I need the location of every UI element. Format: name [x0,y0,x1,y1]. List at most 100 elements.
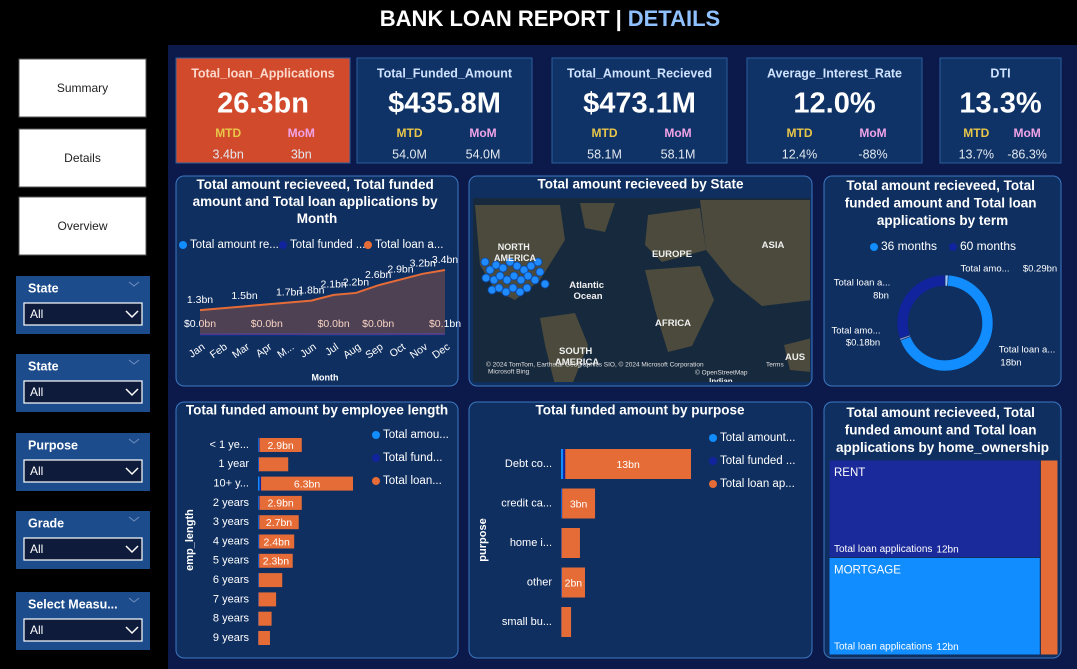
y-tick-label: 2 years [213,497,250,509]
map-label: ASIA [762,240,785,251]
kpi-mom-label: MoM [469,126,496,140]
y-tick-label: 1 year [218,458,249,470]
map-label: Atlantic Ocean [569,280,606,302]
bar [258,534,259,549]
bar [561,488,562,519]
map-bubble [533,257,543,267]
map-bubble [522,283,532,293]
filter-label: State [28,359,59,373]
filter-dropdown[interactable] [23,537,143,561]
legend-marker [709,480,717,488]
legend-label: Total loan ap... [720,478,795,490]
nav-button[interactable] [18,128,147,188]
bar [561,607,572,637]
y-tick-label: credit ca... [501,497,552,509]
nav-button-label[interactable]: Overview [57,219,107,233]
map: NORTH AMERICA EUROPE ASIA Atlantic Ocean AFR… [473,198,810,397]
kpi-value: $473.1M [583,88,696,120]
legend-label: 60 months [960,239,1016,253]
kpi-mom-label: MoM [664,126,691,140]
x-axis-label: Month [312,372,339,382]
kpi-mtd-value: 12.4% [782,147,817,161]
filter-value[interactable]: All [30,542,43,556]
slice-value: 8bn [873,291,889,302]
text-line: funded amount and Total loan [845,195,1041,210]
legend-label: 36 months [881,239,937,253]
bar [561,567,585,598]
text-line: Total amount recieveed, Total funded [196,177,437,192]
map-land [580,203,615,232]
map-attribution: Microsoft Bing [488,369,530,376]
nav-button[interactable] [18,196,147,256]
kpi-mtd-value: 54.0M [392,147,427,161]
data-label: 3.4bn [432,254,458,266]
bar [258,515,259,530]
bar [258,592,277,607]
donut-slice [896,274,946,339]
kpi-value: $435.8M [388,88,501,120]
text-line: Month [297,211,337,226]
kpi-title: Total_loan_Applications [191,66,335,80]
map-bubble [512,261,522,271]
legend-marker [709,457,717,465]
map-bubble [526,261,536,271]
tile-label: Total loan applications 12bn [834,544,959,555]
filter-dropdown[interactable] [23,380,143,404]
legend-marker [372,454,380,462]
map-bubble [516,275,526,285]
filter-value[interactable]: All [30,307,43,321]
kpi-title: Total_Amount_Recieved [567,66,712,80]
legend-label: Total amount re... [190,239,279,251]
bar [258,573,283,588]
text-line: AMERICA [555,357,599,368]
tile-value: 12bn [936,544,958,555]
map-land [700,200,810,306]
map-label: AUS [785,352,805,363]
kpi-mom-label: MoM [859,126,886,140]
nav-button-label[interactable]: Details [64,151,101,165]
bar [258,476,260,491]
bar [259,457,289,472]
filter-dropdown[interactable] [23,302,143,326]
filter-value[interactable]: All [30,385,43,399]
nav-button[interactable] [18,58,147,118]
map-land [645,266,714,352]
data-label: $0.0bn [184,318,216,330]
tile-value: 12bn [936,642,958,653]
map-bubble [501,287,511,297]
kpi-value: 26.3bn [217,88,309,120]
data-label: 3bn [570,498,588,510]
filter-value[interactable]: All [30,623,43,637]
text-line: NORTH [498,242,533,252]
map-bubble [485,265,495,275]
text-line: AMERICA [494,253,536,263]
y-tick-label: < 1 ye... [210,439,249,451]
bar [258,457,259,472]
bar [258,438,260,452]
y-tick-label: 5 years [213,555,250,567]
chart-title: Total amount recieveed by State [537,177,744,192]
y-tick-label: 6 years [213,574,250,586]
nav-button-label[interactable]: Summary [57,81,108,95]
filter-dropdown[interactable] [23,459,143,483]
map-attribution: © OpenStreetMap [695,369,748,377]
kpi-card [746,57,923,164]
bar [562,488,596,519]
data-label: 2.9bn [267,498,293,510]
legend-marker [279,241,287,249]
map-bubble [502,275,512,285]
kpi-mom-value: -88% [858,147,887,161]
data-label: $0.1bn [429,318,461,330]
slice-name: Total amo... [960,264,1009,275]
filter-value[interactable]: All [30,464,43,478]
legend-marker [870,243,878,251]
filter-label: Select Measu... [28,597,118,611]
slice-value: $0.18bn [846,338,880,349]
data-label: 2.9bn [267,440,293,452]
data-label: 2.7bn [266,517,292,529]
data-label: 3.2bn [410,258,436,270]
map-label: Indian Ocean [709,377,735,397]
filter-dropdown[interactable] [23,618,143,642]
text-line: applications by home_ownership [836,440,1049,455]
legend-label: Total loan a... [375,239,443,251]
